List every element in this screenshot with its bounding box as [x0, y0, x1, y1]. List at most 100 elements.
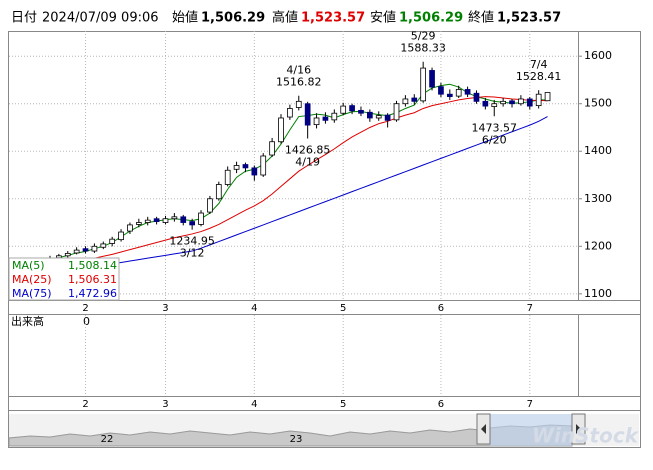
x-tick-label: 5: [340, 399, 346, 410]
annotation-value: 1588.33: [400, 42, 446, 55]
candle-body: [109, 238, 116, 244]
candle-body: [91, 245, 98, 252]
y-tick-label: 1500: [584, 97, 612, 110]
high-label: 高値: [272, 10, 298, 26]
low-value: 1,506.29: [399, 11, 463, 26]
date: 2024/07/09 09:06: [42, 11, 159, 26]
annotation-date: 4/16: [286, 64, 311, 77]
candle-body: [375, 115, 382, 119]
candle-body: [491, 103, 498, 107]
watermark: WinStock: [532, 424, 640, 448]
candle-body: [171, 216, 178, 220]
low-label: 安値: [370, 10, 396, 26]
y-tick-label: 1600: [584, 49, 612, 62]
candle-body: [340, 105, 347, 114]
annotation-value: 1234.95: [169, 235, 215, 248]
candle-body: [82, 248, 89, 252]
navigator-window[interactable]: [490, 414, 572, 446]
legend-name: MA(25): [12, 273, 52, 286]
y-tick-label: 1100: [584, 287, 612, 300]
candle-body: [420, 67, 427, 102]
candle-body: [295, 100, 302, 108]
x-tick-label: 2: [82, 399, 88, 410]
annotation-date: 5/29: [411, 30, 436, 43]
candle-body: [482, 100, 489, 107]
annotation-value: 1528.41: [516, 70, 562, 83]
high-value: 1,523.57: [301, 11, 365, 26]
candle-body: [153, 218, 160, 222]
candle-body: [322, 116, 329, 121]
candle-body: [455, 89, 462, 97]
y-tick-label: 1400: [584, 144, 612, 157]
candle-body: [358, 109, 364, 114]
candle-body: [535, 93, 542, 107]
legend-value: 1,508.14: [68, 259, 117, 272]
x-tick-label: 3: [162, 303, 168, 314]
candle-body: [411, 97, 418, 102]
navigator: 22 23 WinStock: [8, 413, 640, 448]
candle-body: [233, 165, 240, 170]
ma-line: [14, 96, 548, 271]
candle-body: [331, 112, 338, 121]
navigator-label: 23: [290, 434, 303, 445]
candle-body: [180, 216, 187, 223]
candle-body: [207, 198, 213, 213]
candle-body: [393, 103, 400, 121]
outer-frame: [8, 31, 641, 448]
annotation-value: 1426.85: [285, 143, 331, 156]
x-tick-label: 2: [82, 303, 88, 314]
candle-body: [144, 219, 151, 223]
candle-body: [64, 253, 71, 257]
close-value: 1,523.57: [497, 11, 561, 26]
open-value: 1,506.29: [201, 11, 265, 26]
legend-name: MA(75): [12, 287, 52, 300]
annotation-value: 1473.57: [471, 121, 517, 134]
annotation-value: 1516.82: [276, 76, 322, 89]
volume-value: 0: [83, 315, 90, 328]
candle-body: [198, 212, 204, 225]
candle-body: [73, 249, 80, 254]
legend-value: 1,472.96: [68, 287, 117, 300]
volume-label: 出来高: [11, 314, 44, 328]
x-tick-label: 6: [438, 399, 444, 410]
candle-body: [215, 184, 222, 200]
open-label: 始値: [172, 10, 198, 26]
x-tick-label: 3: [162, 399, 168, 410]
candle-body: [384, 114, 391, 121]
candle-body: [127, 224, 133, 232]
x-tick-label: 4: [251, 303, 257, 314]
legend-value: 1,506.31: [68, 273, 117, 286]
x-tick-label: 6: [438, 303, 444, 314]
annotation-date: 3/12: [180, 247, 205, 260]
candle-body: [287, 108, 293, 118]
candle-body: [189, 221, 195, 226]
candle-body: [349, 105, 355, 112]
candle-body: [269, 141, 275, 156]
candle-body: [367, 111, 373, 119]
candle-body: [118, 231, 124, 241]
candle-body: [438, 86, 444, 95]
annotation-date: 7/4: [530, 58, 548, 71]
candle-body: [518, 98, 524, 105]
y-tick-label: 1300: [584, 192, 612, 205]
legend-name: MA(5): [12, 259, 45, 272]
y-tick-label: 1200: [584, 239, 612, 252]
candle-body: [135, 222, 142, 225]
x-tick-label: 7: [527, 399, 533, 410]
candle-body: [162, 218, 169, 223]
annotation-date: 6/20: [482, 133, 507, 146]
candle-body: [278, 117, 284, 143]
candle-body: [500, 100, 506, 105]
candle-body: [544, 92, 551, 102]
x-tick-label: 5: [340, 303, 346, 314]
candle-body: [304, 103, 311, 126]
annotation-date: 4/19: [295, 155, 320, 168]
candle-body: [242, 164, 249, 169]
candle-body: [224, 169, 231, 185]
candle-body: [313, 117, 320, 126]
candle-body: [464, 89, 471, 95]
candle-body: [100, 243, 107, 248]
candle-body: [402, 98, 409, 105]
